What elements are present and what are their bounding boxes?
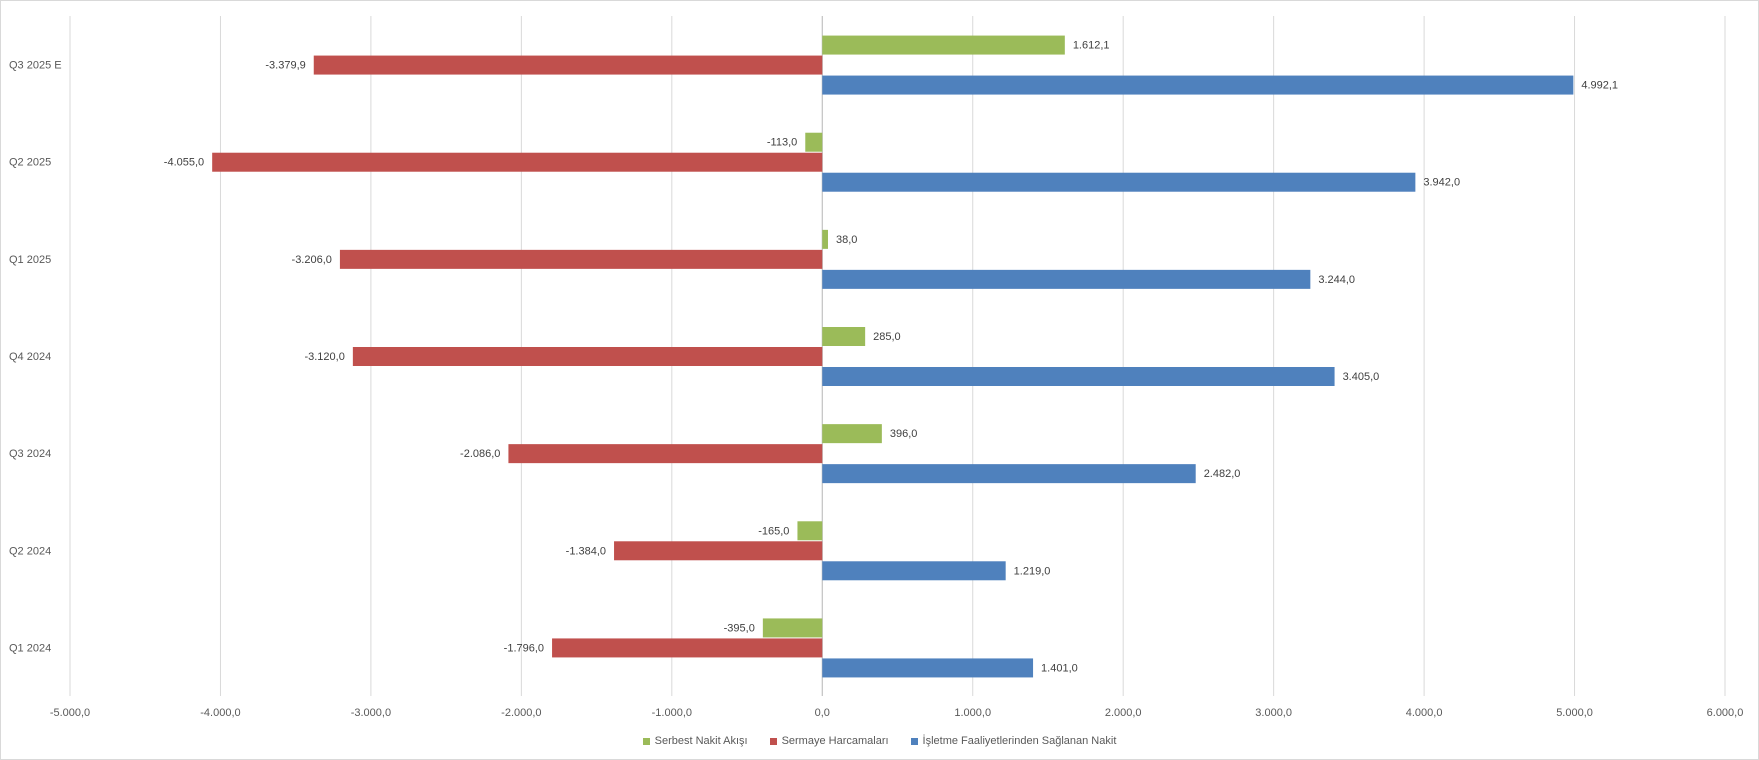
data-label: -1.384,0	[566, 545, 606, 557]
data-label: -3.379,9	[265, 60, 305, 72]
data-label: -395,0	[724, 622, 755, 634]
legend-swatch	[769, 737, 777, 745]
x-tick-label: -3.000,0	[351, 707, 391, 719]
legend-item: İşletme Faaliyetlerinden Sağlanan Nakit	[910, 734, 1117, 748]
bar	[822, 35, 1065, 55]
x-tick-label: 0,0	[815, 707, 830, 719]
y-category-label: Q4 2024	[9, 351, 51, 363]
bar	[508, 444, 823, 464]
bar	[822, 367, 1335, 386]
bar	[822, 561, 1006, 581]
bar-chart: -5.000,0 -4.000,0 -3.000,0 -2.000,0 -1.000,0…	[9, 16, 1744, 719]
x-tick-label: 4.000,0	[1406, 707, 1443, 719]
data-label: 285,0	[873, 331, 901, 343]
legend-swatch	[642, 737, 650, 745]
x-tick-label: 3.000,0	[1255, 707, 1292, 719]
x-tick-label: -2.000,0	[501, 707, 541, 719]
y-category-label: Q1 2024	[9, 642, 51, 654]
data-label: 3.405,0	[1343, 371, 1380, 383]
bar	[822, 75, 1574, 95]
legend-swatch	[910, 737, 918, 745]
data-label: 4.992,1	[1581, 80, 1618, 92]
legend-item: Serbest Nakit Akışı	[642, 734, 748, 748]
bar	[339, 249, 823, 269]
data-label: -4.055,0	[164, 157, 204, 169]
y-category-label: Q3 2025 E	[9, 60, 62, 72]
legend-label: Sermaye Harcamaları	[781, 735, 889, 747]
bar	[822, 658, 1034, 678]
x-tick-label: 2.000,0	[1105, 707, 1142, 719]
bar	[552, 638, 823, 658]
bar	[762, 618, 823, 638]
x-tick-label: -5.000,0	[50, 707, 90, 719]
data-label: -3.120,0	[304, 351, 344, 363]
bar	[822, 424, 882, 444]
bar	[822, 269, 1311, 289]
x-tick-label: -1.000,0	[652, 707, 692, 719]
y-category-label: Q2 2025	[9, 157, 51, 169]
y-category-label: Q1 2025	[9, 254, 51, 266]
bar	[212, 152, 823, 172]
data-label: 1.612,1	[1073, 40, 1110, 52]
bar	[313, 55, 823, 75]
bar	[822, 172, 1416, 192]
x-tick-label: 5.000,0	[1556, 707, 1593, 719]
data-label: 3.942,0	[1423, 177, 1460, 189]
data-label: 2.482,0	[1204, 468, 1241, 480]
legend-label: İşletme Faaliyetlerinden Sağlanan Nakit	[922, 735, 1117, 747]
data-label: 1.401,0	[1041, 662, 1078, 674]
data-label: 396,0	[890, 428, 918, 440]
bar	[797, 521, 823, 541]
data-label: 1.219,0	[1014, 565, 1051, 577]
bar	[822, 464, 1196, 484]
x-tick-label: 1.000,0	[954, 707, 991, 719]
data-label: 3.244,0	[1318, 274, 1355, 286]
data-label: 38,0	[836, 234, 857, 246]
bar	[822, 327, 866, 346]
legend-label: Serbest Nakit Akışı	[654, 735, 748, 747]
data-label: -1.796,0	[504, 642, 544, 654]
x-tick-label: -4.000,0	[200, 707, 240, 719]
data-label: -3.206,0	[292, 254, 332, 266]
bar	[614, 541, 823, 561]
bar	[805, 132, 823, 152]
bar	[352, 347, 823, 366]
legend-item: Sermaye Harcamaları	[769, 734, 889, 748]
y-category-label: Q2 2024	[9, 545, 51, 557]
data-label: -113,0	[767, 137, 797, 149]
data-label: -2.086,0	[460, 448, 500, 460]
chart-legend: Serbest Nakit Akışı Sermaye Harcamaları İş…	[1, 734, 1758, 748]
bar	[822, 229, 828, 249]
y-category-label: Q3 2024	[9, 448, 51, 460]
x-tick-label: 6.000,0	[1707, 707, 1744, 719]
data-label: -165,0	[758, 525, 789, 537]
